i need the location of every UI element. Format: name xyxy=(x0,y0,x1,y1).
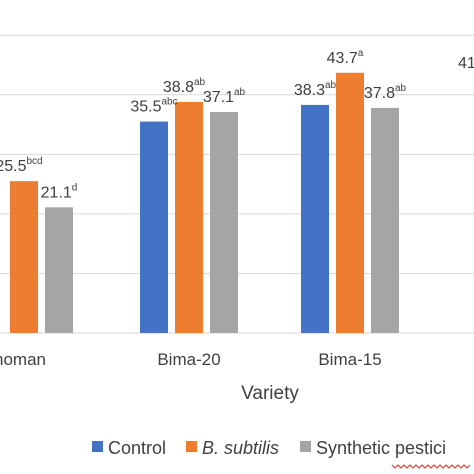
x-tick-labels: homan Bima-20 Bima-15 xyxy=(0,350,382,369)
data-labels: d35.5abc38.3ab25.5bcd38.8ab43.7a21.1d37.… xyxy=(0,48,474,202)
data-label: 43.7a xyxy=(327,48,364,67)
bar xyxy=(140,121,168,333)
bar xyxy=(336,72,364,333)
x-axis-label: Variety xyxy=(241,383,299,404)
bar xyxy=(371,107,399,333)
legend-label: Synthetic pestici xyxy=(316,438,446,458)
x-tick-label: Bima-20 xyxy=(157,350,220,369)
data-label: 41 xyxy=(458,55,474,72)
x-tick-label: Bima-15 xyxy=(318,350,381,369)
legend-swatch xyxy=(92,441,103,452)
x-tick-label: homan xyxy=(0,350,46,369)
legend-label: B. subtilis xyxy=(202,438,279,458)
bar xyxy=(45,207,73,333)
bar xyxy=(175,101,203,333)
data-label: 38.3ab xyxy=(294,80,337,99)
legend-swatch xyxy=(300,441,311,452)
data-label: 35.5abc xyxy=(130,97,177,116)
legend-swatch xyxy=(186,441,197,452)
data-label: 38.8ab xyxy=(163,77,206,96)
bar xyxy=(210,112,238,334)
spellcheck-underline xyxy=(391,464,471,469)
data-label: 21.1d xyxy=(41,182,78,201)
legend-label: Control xyxy=(108,438,166,458)
data-label: 37.8ab xyxy=(364,83,407,102)
bars xyxy=(10,72,399,334)
data-label: 37.1ab xyxy=(203,87,246,106)
legend: Control B. subtilis Synthetic pestici xyxy=(92,438,471,469)
bar xyxy=(10,181,38,333)
bar xyxy=(301,104,329,334)
data-label: 25.5bcd xyxy=(0,156,43,175)
